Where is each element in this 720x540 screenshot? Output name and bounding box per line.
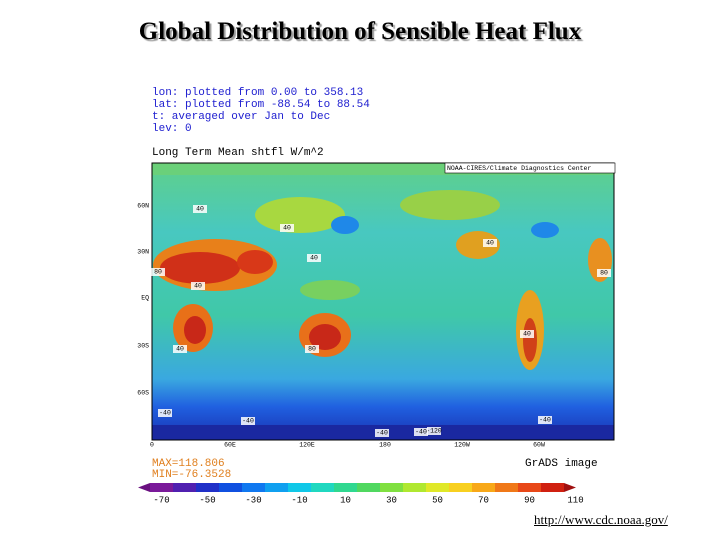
contour-label-bg	[427, 427, 441, 435]
map-field	[152, 163, 614, 440]
colorbar-label: 30	[386, 495, 397, 505]
colorbar-segment	[495, 483, 518, 492]
colorbar-segment	[380, 483, 403, 492]
contour-label: 40	[283, 225, 291, 232]
contour-label-bg	[193, 205, 207, 213]
colorbar-segment	[219, 483, 242, 492]
plot-info-line: lat: plotted from -88.54 to 88.54	[152, 99, 370, 111]
colorbar-label: 110	[567, 495, 583, 505]
lat-label: 30S	[137, 343, 149, 350]
colorbar-arrow	[138, 483, 150, 492]
software-label: GrADS image	[525, 458, 598, 470]
lat-label: 60S	[137, 390, 149, 397]
colorbar-segment	[242, 483, 265, 492]
map-frame	[151, 162, 615, 441]
plot-info-line: lev: 0	[152, 123, 192, 135]
colorbar-segment	[472, 483, 495, 492]
credit: NOAA-CIRES/Climate Diagnostics Center	[447, 165, 591, 172]
colorbar-segment	[196, 483, 219, 492]
lat-label: 60N	[137, 203, 149, 210]
credit-box	[444, 162, 616, 174]
contour-label-bg	[158, 409, 172, 417]
lon-label: 120E	[299, 442, 315, 449]
colorbar-segment	[357, 483, 380, 492]
contour-label-bg	[375, 429, 389, 437]
contour-label: 40	[310, 255, 318, 262]
lon-label: 180	[379, 442, 391, 449]
min-label: MIN=-76.3528	[152, 469, 231, 481]
colorbar-label: 50	[432, 495, 443, 505]
colorbar-label: -30	[245, 495, 261, 505]
colorbar-segment	[288, 483, 311, 492]
colorbar-segment	[518, 483, 541, 492]
colorbar-segment	[265, 483, 288, 492]
plot-info-line: t: averaged over Jan to Dec	[152, 111, 330, 123]
colorbar-arrow	[564, 483, 576, 492]
contour-label: -40	[242, 418, 254, 425]
contour-label-bg	[307, 254, 321, 262]
contour-label: -40	[415, 429, 427, 436]
plot-info-line: lon: plotted from 0.00 to 358.13	[152, 87, 363, 99]
contour-label: 40	[176, 346, 184, 353]
contour-label: 40	[196, 206, 204, 213]
slide-title: Global Distribution of Sensible Heat Flu…	[138, 18, 582, 45]
colorbar-segment	[334, 483, 357, 492]
contour-label: 40	[523, 331, 531, 338]
contour-label-bg	[151, 268, 165, 276]
colorbar-segment	[449, 483, 472, 492]
contour-label: -120	[426, 428, 442, 435]
lon-label: 120W	[454, 442, 470, 449]
lon-label: 60W	[533, 442, 545, 449]
colorbar-segment	[403, 483, 426, 492]
colorbar-label: 70	[478, 495, 489, 505]
colorbar-label: -50	[199, 495, 215, 505]
colorbar-segment	[541, 483, 564, 492]
colorbar-label: -70	[153, 495, 169, 505]
contour-label-bg	[520, 330, 534, 338]
contour-label: 80	[154, 269, 162, 276]
contour-label-bg	[280, 224, 294, 232]
colorbar-segment	[426, 483, 449, 492]
contour-label: -40	[376, 430, 388, 437]
lon-label: 60E	[224, 442, 236, 449]
contour-label: -40	[159, 410, 171, 417]
lon-label: 0	[150, 442, 154, 449]
contour-label-bg	[305, 345, 319, 353]
contour-label: 80	[600, 270, 608, 277]
colorbar-segment	[150, 483, 173, 492]
contour-label: 40	[486, 240, 494, 247]
colorbar: -70 -50 -30 -10 10 30 50 70 90 110	[138, 483, 584, 505]
colorbar-segment	[311, 483, 334, 492]
colorbar-label: 90	[524, 495, 535, 505]
contour-label-bg	[597, 269, 611, 277]
contour-label: 40	[194, 283, 202, 290]
contour-label: 80	[308, 346, 316, 353]
plot-title: Long Term Mean shtfl W/m^2	[152, 147, 324, 159]
source-link[interactable]: http://www.cdc.noaa.gov/	[534, 512, 668, 527]
max-label: MAX=118.806	[152, 458, 225, 470]
contour-label: -40	[539, 417, 551, 424]
lat-label: 30N	[137, 249, 149, 256]
contour-label-bg	[191, 282, 205, 290]
contour-label-bg	[241, 417, 255, 425]
colorbar-label: -10	[291, 495, 307, 505]
contour-label-bg	[483, 239, 497, 247]
lat-label: EQ	[141, 295, 149, 302]
colorbar-segment	[173, 483, 196, 492]
contour-label-bg	[173, 345, 187, 353]
contour-label-bg	[414, 428, 428, 436]
colorbar-label: 10	[340, 495, 351, 505]
contour-label-bg	[538, 416, 552, 424]
